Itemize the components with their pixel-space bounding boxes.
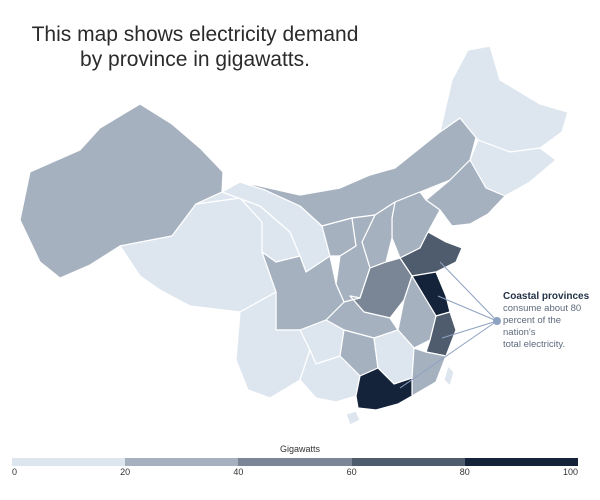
callout-heading: Coastal provinces bbox=[503, 291, 590, 302]
callout-leaders bbox=[399, 261, 498, 389]
legend-bin-0 bbox=[12, 458, 126, 466]
title-line-1: This map shows electricity demand bbox=[31, 23, 359, 46]
title-line-2: by province in gigawatts. bbox=[80, 48, 310, 71]
legend-color-bar bbox=[12, 458, 579, 466]
province-guangdong[interactable] bbox=[355, 367, 413, 411]
legend-tick-label: 80 bbox=[459, 467, 470, 477]
legend-tick-label: 60 bbox=[346, 467, 357, 477]
province-fujian[interactable] bbox=[411, 347, 447, 397]
callout-line-3: total electricity. bbox=[503, 339, 566, 350]
legend-bin-2 bbox=[238, 458, 352, 466]
legend-tick-label: 40 bbox=[233, 467, 244, 477]
province-hainan[interactable] bbox=[345, 410, 361, 426]
legend-tick-label: 20 bbox=[120, 467, 131, 477]
legend-bin-4 bbox=[464, 458, 579, 466]
legend-bin-3 bbox=[351, 458, 465, 466]
map-title: This map shows electricity demand by pro… bbox=[0, 22, 390, 72]
callout-line-2: percent of the nation's bbox=[503, 315, 562, 338]
coastal-callout: Coastal provinces consume about 80 perce… bbox=[503, 291, 595, 351]
callout-dot bbox=[493, 317, 501, 325]
province-taiwan[interactable] bbox=[443, 365, 455, 387]
legend-title: Gigawatts bbox=[279, 444, 321, 454]
legend-tick-label: 0 bbox=[12, 467, 18, 477]
legend-bin-1 bbox=[125, 458, 239, 466]
legend-tick-label: 100 bbox=[562, 467, 578, 477]
callout-line-1: consume about 80 bbox=[503, 303, 582, 314]
legend-ticks: 0 20 40 60 80 100 bbox=[12, 467, 578, 481]
